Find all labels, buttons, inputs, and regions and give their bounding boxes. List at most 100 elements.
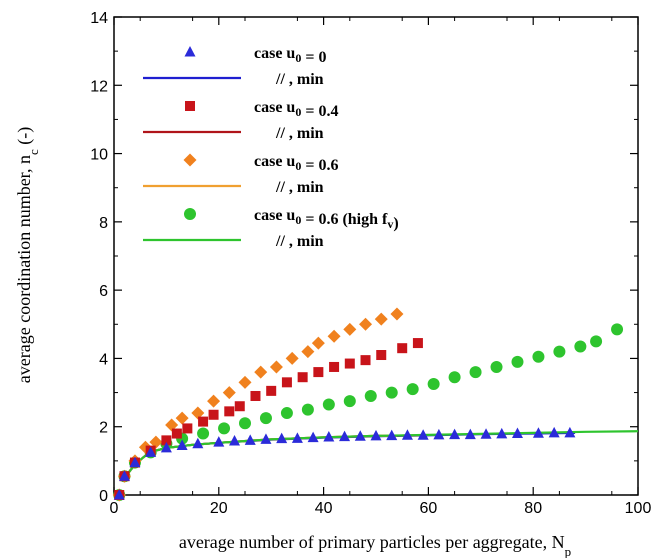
x-tick-label: 80 [524, 500, 542, 517]
data-point [198, 416, 209, 427]
x-tick-label: 60 [420, 500, 438, 517]
data-point [301, 403, 314, 416]
data-point [496, 427, 508, 439]
data-point [259, 412, 272, 425]
data-point [370, 429, 382, 441]
legend-entry: case u0 = 0.4 [185, 99, 338, 120]
data-point [171, 428, 182, 439]
data-point [359, 317, 373, 331]
data-point [207, 394, 221, 408]
data-point [197, 427, 210, 440]
x-tick-label: 40 [315, 500, 333, 517]
data-point [224, 406, 235, 417]
data-point [611, 323, 624, 336]
data-point [417, 429, 429, 440]
legend-marker [183, 153, 197, 167]
data-point [213, 436, 225, 447]
data-point [548, 426, 560, 438]
series-line [123, 431, 576, 479]
plot-frame [113, 16, 639, 496]
x-axis-label: average number of primary particles per … [179, 532, 571, 558]
data-point [412, 338, 423, 349]
data-point [311, 336, 325, 350]
legend-entry: case u0 = 0 [184, 45, 326, 66]
y-tick-label: 10 [90, 147, 108, 164]
data-point [191, 406, 205, 420]
data-point [344, 358, 355, 369]
legend-marker [185, 101, 195, 111]
data-point [254, 365, 268, 379]
y-tick-label: 0 [99, 488, 108, 505]
data-point [250, 390, 261, 401]
data-point [160, 441, 172, 453]
y-tick-label: 12 [90, 78, 108, 95]
x-tick-label: 0 [110, 500, 119, 517]
data-point [511, 355, 524, 368]
data-point [532, 427, 544, 438]
data-point [406, 383, 419, 396]
data-point [480, 428, 492, 439]
data-point [553, 345, 566, 358]
series-1-line [123, 431, 576, 479]
data-point [313, 367, 324, 378]
legend-entry: // , min [143, 125, 324, 142]
data-point [464, 428, 476, 440]
data-point [238, 375, 252, 389]
data-point [490, 360, 503, 373]
data-point [343, 395, 356, 408]
y-tick-label: 4 [99, 351, 108, 368]
data-point [354, 430, 366, 441]
legend-entry: case u0 = 0.6 [183, 153, 338, 174]
legend-label: // , min [275, 125, 324, 142]
ticks: 0 20 40 60 80 100 0 2 4 6 8 10 12 14 [90, 10, 651, 517]
legend-marker [184, 208, 196, 220]
legend-entry: case u0 = 0.6 (high fv) [184, 207, 399, 232]
data-point [161, 435, 172, 446]
legend-label: case u0 = 0.6 (high fv) [254, 207, 399, 232]
data-point [234, 401, 245, 412]
data-point [175, 411, 189, 425]
data-point [229, 435, 241, 446]
data-point [322, 398, 335, 411]
data-point [448, 371, 461, 384]
y-tick-label: 8 [99, 215, 108, 232]
legend: case u0 = 0 // , min case u0 = 0.4 // , min… [143, 45, 399, 250]
y-axis-label: average coordination number, nc (-) [14, 127, 41, 383]
y-tick-label: 14 [90, 10, 108, 27]
series-4-points [112, 307, 404, 502]
data-point [532, 350, 545, 363]
data-point [390, 307, 404, 321]
data-point [129, 456, 141, 468]
data-point [574, 340, 587, 353]
series-layer [112, 307, 639, 502]
x-tick-label: 20 [210, 500, 228, 517]
data-point [327, 329, 341, 343]
legend-label: // , min [275, 71, 324, 88]
data-point [222, 386, 236, 400]
data-point [208, 409, 219, 420]
legend-label: case u0 = 0 [254, 45, 326, 66]
data-point [329, 361, 340, 372]
y-tick-label: 6 [99, 283, 108, 300]
data-point [307, 431, 319, 443]
data-point [511, 427, 523, 439]
data-point [165, 418, 179, 432]
data-point [218, 422, 231, 435]
legend-marker [184, 46, 196, 57]
data-point [276, 432, 288, 444]
data-point [386, 429, 398, 441]
data-point [266, 385, 277, 396]
data-point [397, 343, 408, 354]
data-point [280, 407, 293, 420]
legend-label: // , min [275, 233, 324, 250]
legend-entry: // , min [143, 179, 324, 196]
data-point [260, 433, 272, 444]
data-point [364, 389, 377, 402]
legend-entry: // , min [143, 71, 324, 88]
data-point [590, 335, 603, 348]
legend-entry: // , min [143, 233, 324, 250]
data-point [182, 423, 193, 434]
data-point [291, 432, 303, 443]
x-tick-label: 100 [625, 500, 652, 517]
